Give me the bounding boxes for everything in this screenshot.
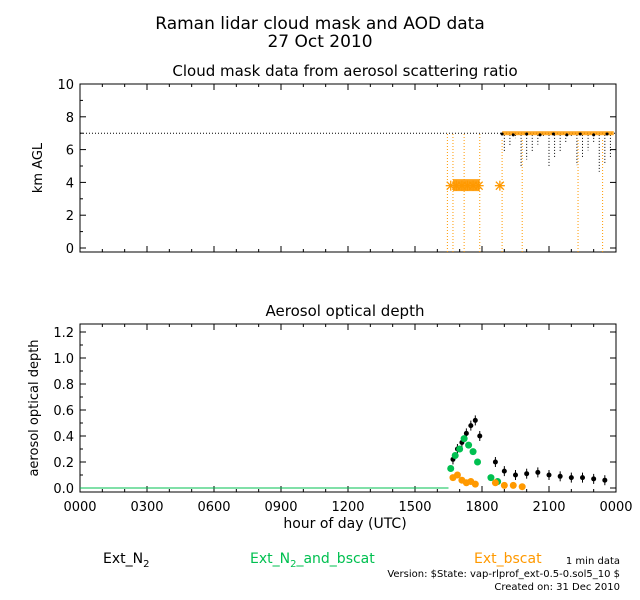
legend-resolution: 1 min data [566, 556, 620, 567]
cloud-top-point [592, 133, 596, 137]
aod-marks [447, 415, 608, 491]
aod-xlabel: hour of day (UTC) [283, 516, 406, 532]
y-tick-label: 0 [66, 242, 74, 257]
x-tick-label: 1800 [465, 500, 498, 515]
cloud-top-band [502, 131, 614, 136]
ext-n2-point [557, 471, 563, 482]
aod-ylabel: aerosol optical depth [27, 339, 42, 476]
cloud-base-point [473, 180, 484, 191]
ext-n2-point [602, 475, 608, 486]
cloud-top-point [605, 132, 609, 136]
ext-n2-point [477, 431, 483, 441]
legend-ext-bscat: Ext_bscat [474, 551, 542, 567]
cloud-mask-ylabel: km AGL [31, 142, 46, 193]
ext-n2-and-bscat-point [469, 448, 477, 456]
cloud-top-point [538, 133, 542, 137]
cloud-top-point [578, 132, 582, 136]
ext-n2-and-bscat-point [487, 474, 495, 482]
cloud-mask-curtain [446, 131, 614, 252]
x-tick-label: 0600 [197, 500, 230, 515]
ext-bscat-point [471, 480, 479, 488]
x-tick-label: 0900 [264, 500, 297, 515]
cloud-mask-title: Cloud mask data from aerosol scattering … [172, 62, 517, 80]
x-tick-label: 0000 [63, 500, 96, 515]
ext-bscat-point [509, 481, 517, 489]
ext-n2-point [580, 472, 585, 483]
ext-n2-point [472, 415, 478, 426]
ext-n2-point [492, 457, 498, 467]
y-tick-label: 1.2 [53, 326, 74, 341]
y-tick-label: 4 [66, 176, 74, 191]
y-tick-label: 2 [66, 209, 74, 224]
footer-version: Version: $State: vap-rlprof_ext-0.5-0.so… [387, 569, 620, 580]
aod-panel: Aerosol optical depth aerosol optical de… [27, 302, 633, 532]
ext-bscat-point [491, 479, 499, 487]
ext-n2-and-bscat-point [460, 435, 468, 443]
cloud-mask-panel: Cloud mask data from aerosol scattering … [31, 62, 617, 257]
ext-n2-point [535, 467, 541, 478]
ext-n2-point [513, 470, 518, 480]
ext-bscat-point [453, 471, 461, 479]
y-tick-label: 0.6 [53, 404, 74, 419]
ext-n2-and-bscat-point [465, 441, 473, 449]
x-tick-label: 0300 [130, 500, 163, 515]
ext-n2-point [568, 472, 574, 483]
cloud-top-point [565, 133, 569, 137]
ext-n2-and-bscat-point [447, 465, 455, 472]
x-tick-label: 0000 [599, 500, 632, 515]
y-tick-label: 10 [57, 78, 74, 93]
ext-n2-point [501, 466, 507, 477]
cloud-mask-marks [445, 132, 609, 191]
cloud-mask-plot-frame [79, 83, 617, 253]
cloud-mask-y-ticks: 0 2 4 6 8 10 [57, 78, 616, 257]
ext-bscat-point [500, 481, 508, 489]
aod-plot-frame [79, 323, 617, 493]
figure-date: 27 Oct 2010 [267, 32, 372, 52]
x-tick-label: 1500 [398, 500, 431, 515]
ext-n2-point [524, 468, 530, 479]
cloud-top-point [511, 133, 515, 137]
ext-n2-point [468, 420, 474, 431]
ext-n2-point [546, 470, 552, 480]
footer-created: Created on: 31 Dec 2010 [494, 582, 620, 593]
ext-n2-and-bscat-point [474, 458, 482, 466]
legend-ext-n2: Ext_N2 [103, 551, 149, 570]
ext-n2-point [591, 473, 597, 484]
ext-n2-and-bscat-point [456, 445, 464, 453]
x-tick-label: 2100 [532, 500, 565, 515]
x-tick-label: 1200 [331, 500, 364, 515]
y-tick-label: 0.2 [53, 456, 74, 471]
cloud-top-point [525, 132, 529, 136]
legend-ext-n2-and-bscat: Ext_N2_and_bscat [250, 551, 375, 570]
aod-title: Aerosol optical depth [266, 302, 425, 320]
aod-y-ticks: 0.0 0.2 0.4 0.6 0.8 1.0 1.2 [53, 326, 616, 497]
cloud-base-point [494, 180, 505, 191]
aod-x-ticks: 0000 0300 0600 0900 1200 1500 1800 2100 0000 [63, 324, 633, 515]
cloud-mask-x-ticks [79, 84, 617, 252]
figure-title: Raman lidar cloud mask and AOD data [155, 14, 484, 34]
cloud-top-point [551, 132, 555, 136]
y-tick-label: 0.0 [53, 482, 74, 497]
ext-n2-and-bscat-point [451, 452, 459, 459]
ext-bscat-point [518, 483, 526, 491]
y-tick-label: 6 [66, 144, 74, 159]
y-tick-label: 1.0 [53, 352, 74, 367]
cloud-top-point [500, 132, 504, 136]
y-tick-label: 0.4 [53, 430, 74, 445]
y-tick-label: 8 [66, 111, 74, 126]
y-tick-label: 0.8 [53, 378, 74, 393]
legend: Ext_N2 Ext_N2_and_bscat Ext_bscat 1 min … [103, 551, 620, 570]
